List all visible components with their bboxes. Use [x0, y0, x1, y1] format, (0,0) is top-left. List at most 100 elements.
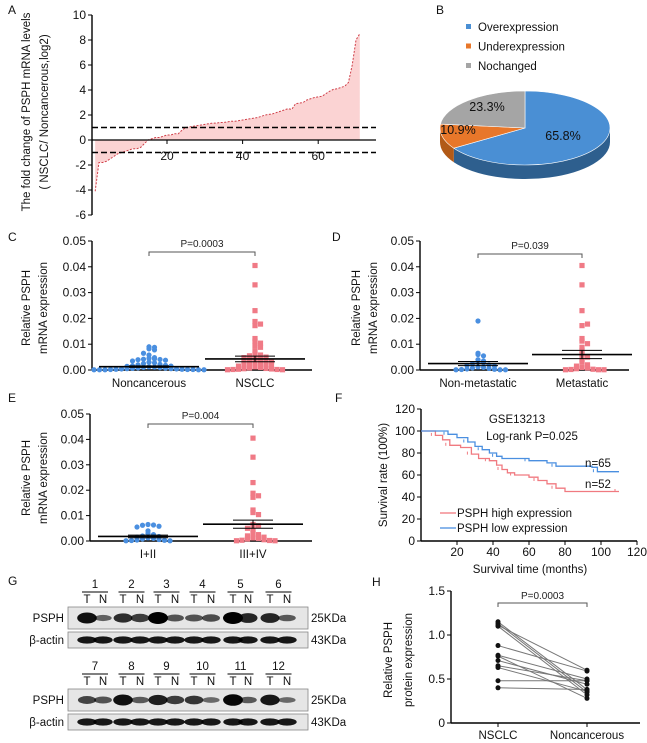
data-point — [475, 351, 481, 358]
category-label: III+IV — [239, 549, 266, 561]
data-point — [129, 358, 136, 364]
blot-row-label: β-actin — [29, 717, 64, 729]
x-tick-label: 20 — [160, 149, 174, 163]
blot-band — [93, 636, 113, 644]
p-value-label: P=0.039 — [511, 241, 549, 252]
blot-band — [131, 696, 149, 704]
sample-number: 1 — [92, 579, 98, 591]
data-point — [579, 308, 585, 314]
data-point — [255, 535, 262, 542]
y-tick-label: -4 — [75, 183, 86, 197]
sample-number: 6 — [275, 579, 281, 591]
y-tick-label: 0 — [79, 133, 86, 147]
panel-letter-c: C — [8, 230, 17, 244]
y-tick-label: 10 — [73, 8, 87, 22]
survival-curve-low — [421, 430, 619, 473]
sample-number: 7 — [92, 661, 98, 673]
data-point — [268, 366, 275, 372]
data-point — [250, 490, 256, 496]
blot-band — [113, 636, 133, 644]
y-axis-title-line1: Relative PSPH — [21, 270, 33, 346]
data-point-noncancerous — [584, 668, 590, 674]
data-point — [255, 532, 262, 538]
data-point — [584, 354, 591, 360]
y-tick-label: 6 — [79, 58, 86, 72]
data-point — [263, 361, 269, 367]
blot-band — [238, 718, 258, 726]
pair-line — [497, 655, 588, 699]
p-value-label: P=0.004 — [182, 411, 220, 422]
data-point — [195, 367, 202, 373]
blot-band — [113, 613, 133, 623]
data-point — [241, 362, 247, 368]
significance-bracket — [477, 253, 583, 258]
category-label: Metastatic — [556, 378, 609, 390]
blot-band — [130, 636, 150, 644]
lane-label: N — [207, 676, 215, 688]
blot-band — [260, 718, 280, 726]
data-point-nsclc — [495, 678, 501, 684]
lane-label: T — [83, 676, 90, 688]
legend-label: PSPH low expression — [457, 523, 568, 535]
data-point — [102, 367, 108, 373]
y-tick-label: 0.00 — [63, 363, 87, 377]
data-point — [480, 353, 487, 359]
data-point — [146, 359, 152, 365]
data-point — [252, 323, 258, 329]
y-tick-label: 0.01 — [61, 509, 85, 523]
panel-letter-g: G — [8, 574, 17, 588]
data-point — [250, 454, 256, 460]
blot-band — [223, 718, 243, 726]
data-point — [279, 367, 286, 373]
data-point — [250, 526, 256, 533]
y-tick-label: 0.03 — [61, 458, 85, 472]
y-tick-label: 0 — [438, 716, 445, 730]
lane-label: N — [207, 594, 215, 606]
data-point-nsclc — [495, 658, 501, 664]
legend-label: Underexpression — [478, 42, 565, 54]
y-axis-title-line1: Relative PSPH — [21, 440, 33, 516]
blot-row-label: PSPH — [33, 613, 64, 625]
lane-label: N — [244, 676, 252, 688]
blot-band — [148, 718, 168, 726]
blot-band — [238, 636, 258, 644]
data-point — [475, 318, 481, 324]
data-point — [140, 360, 147, 367]
data-point — [135, 357, 141, 363]
x-tick-label: 120 — [627, 545, 647, 559]
data-point — [235, 366, 242, 372]
blot-band — [238, 613, 258, 623]
y-tick-label: 0.05 — [63, 234, 87, 248]
data-point — [573, 366, 580, 372]
panel-letter-f: F — [335, 391, 342, 405]
blot-band — [278, 614, 296, 622]
data-point — [579, 344, 585, 350]
lane-label: N — [136, 676, 144, 688]
x-tick-label: 60 — [312, 149, 326, 163]
data-point — [579, 364, 585, 371]
lane-label: T — [154, 676, 161, 688]
lane-label: T — [119, 676, 126, 688]
data-point — [96, 367, 103, 373]
lane-label: N — [283, 594, 291, 606]
data-point-nsclc — [495, 685, 501, 691]
data-point — [252, 351, 258, 358]
data-point — [235, 363, 242, 369]
blot-size-label: 43KDa — [311, 717, 347, 729]
data-point — [272, 538, 278, 544]
sample-number: 5 — [237, 579, 243, 591]
blot-band — [94, 696, 112, 704]
data-point — [453, 367, 459, 373]
data-point — [252, 318, 258, 325]
legend-swatch — [466, 24, 471, 29]
pie-label: 10.9% — [440, 123, 475, 137]
y-tick-label: 0.04 — [391, 260, 415, 274]
y-tick-label: 0.00 — [61, 534, 85, 548]
blot-band — [201, 636, 221, 644]
data-point — [579, 262, 585, 269]
data-point — [491, 366, 498, 372]
data-point — [123, 538, 129, 544]
panel-b-pie-chart: 65.8% 10.9% 23.3% Overexpression Underexpres… — [439, 22, 611, 179]
y-tick-label: 20 — [402, 512, 416, 526]
blot-band — [260, 636, 280, 644]
